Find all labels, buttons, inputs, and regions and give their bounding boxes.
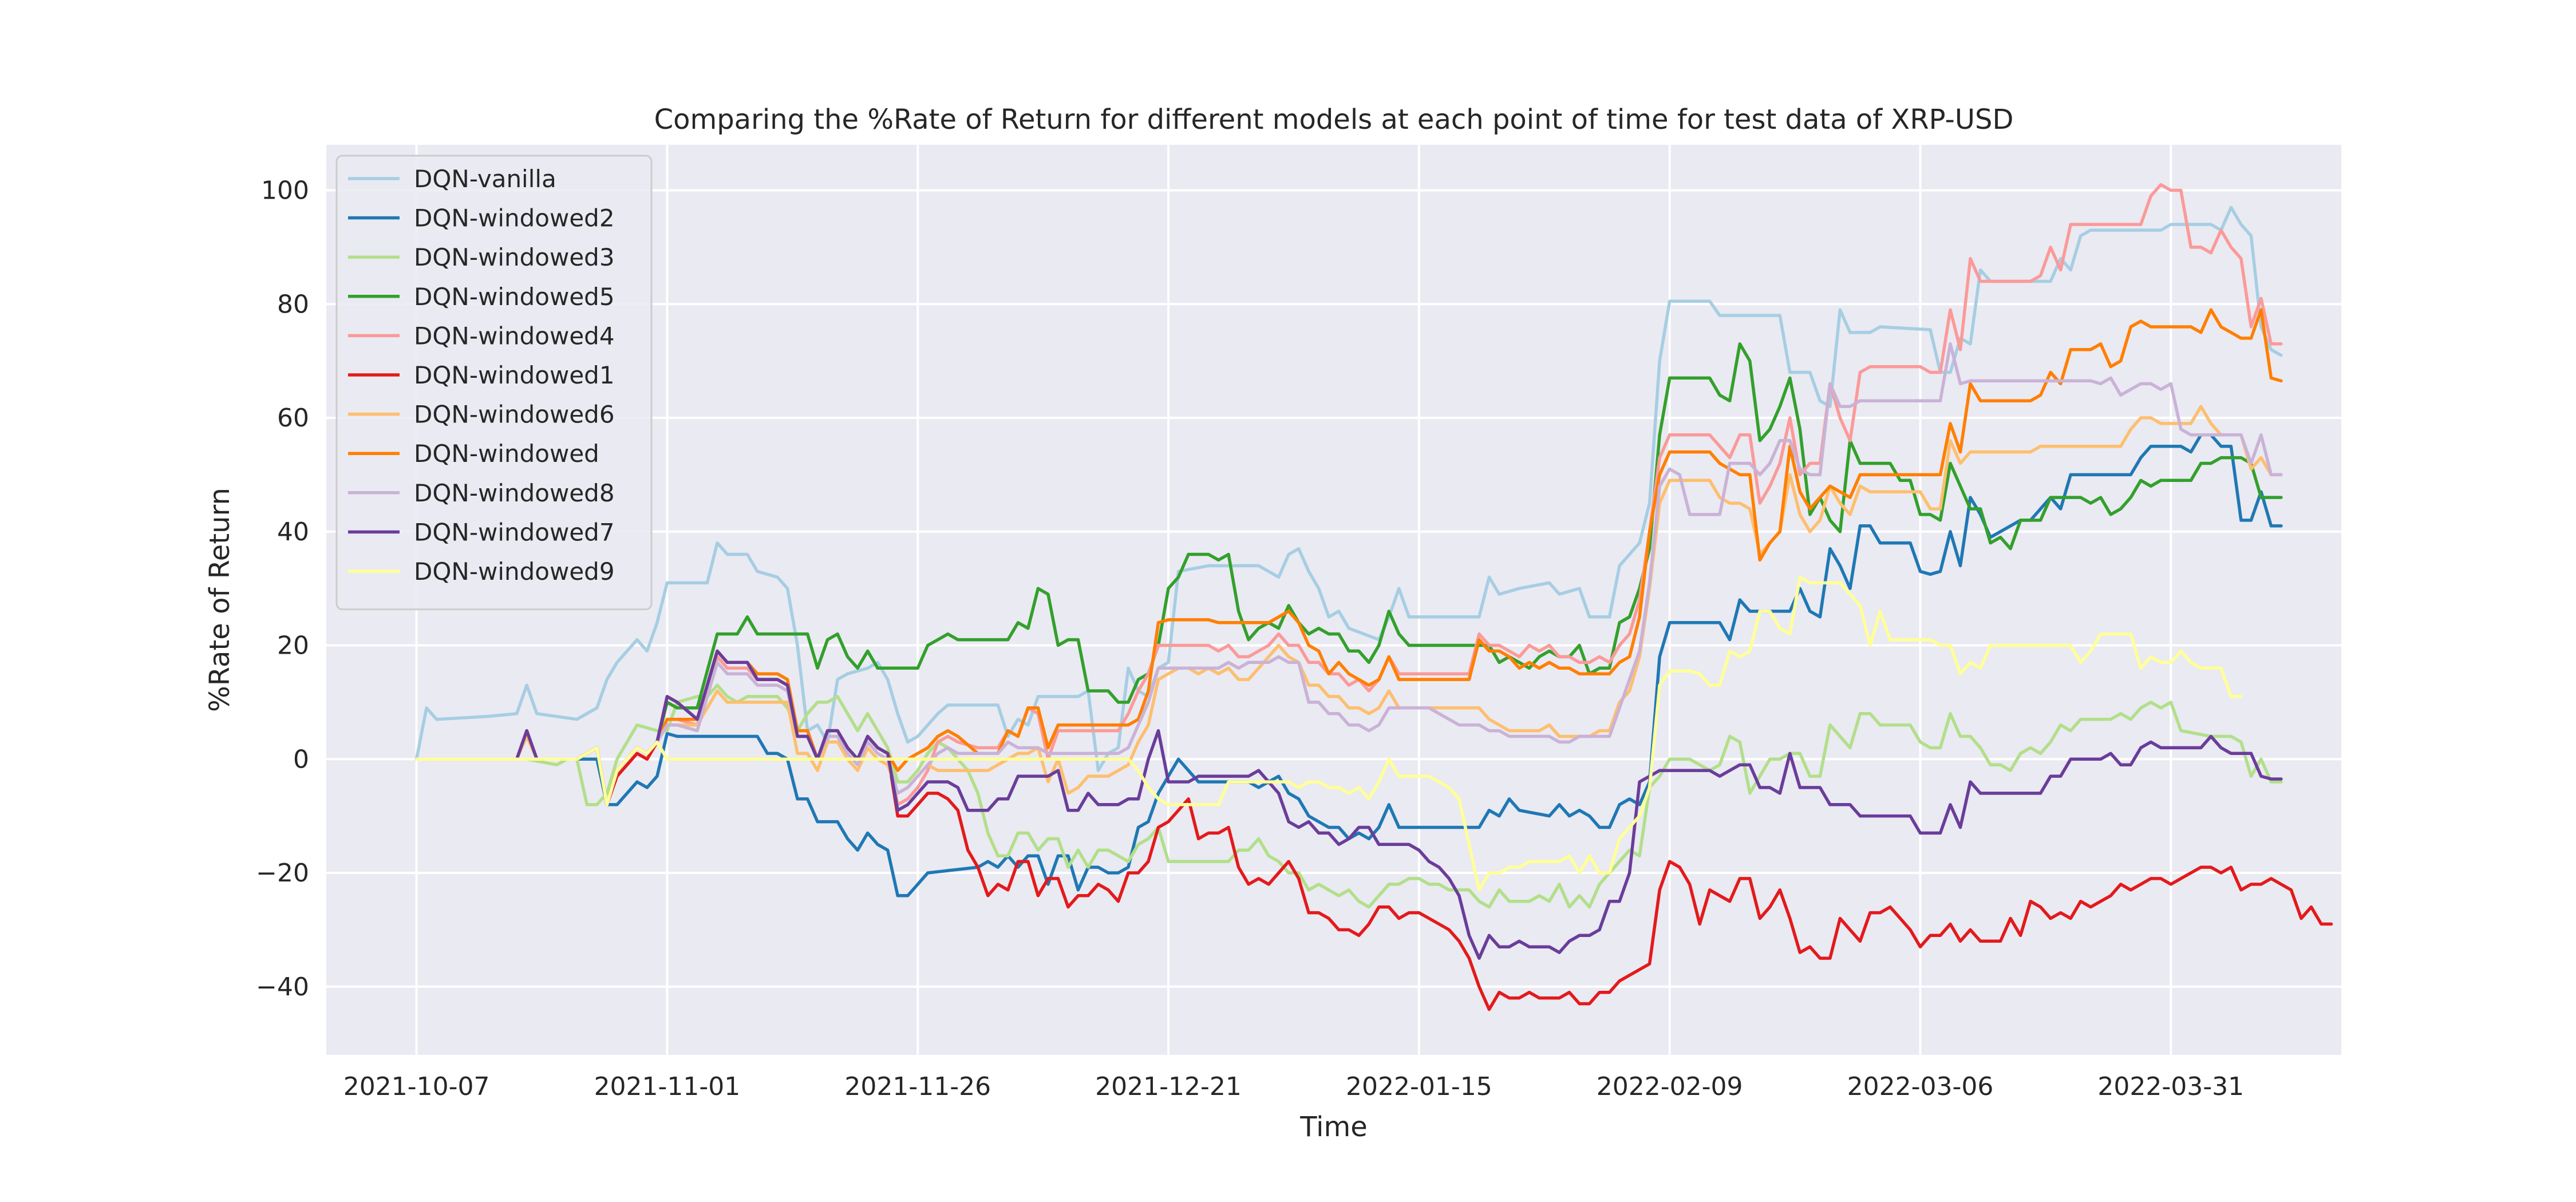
legend-box — [335, 155, 653, 611]
x-tick-label: 2021-10-07 — [343, 1072, 490, 1101]
series-line-dqn-windowed7 — [414, 649, 2283, 960]
y-tick-label: 40 — [277, 517, 309, 547]
series-line-dqn-windowed6 — [414, 405, 2283, 806]
legend-entry: DQN-windowed4 — [414, 322, 615, 350]
legend-entry: DQN-vanilla — [414, 165, 556, 193]
y-axis-label: %Rate of Return — [204, 488, 236, 712]
x-tick-label: 2022-02-09 — [1597, 1072, 1743, 1101]
series-line-dqn-windowed9 — [414, 575, 2243, 892]
x-tick-label: 2021-11-26 — [844, 1072, 991, 1101]
series-lines — [414, 183, 2333, 1011]
legend-entry: DQN-windowed5 — [414, 283, 615, 311]
series-line-dqn-windowed5 — [414, 342, 2283, 806]
legend-entry: DQN-windowed6 — [414, 401, 615, 429]
y-tick-label: −20 — [256, 859, 309, 888]
legend-entry: DQN-windowed9 — [414, 557, 615, 586]
x-tick-label: 2021-11-01 — [594, 1072, 741, 1101]
series-line-dqn-windowed3 — [414, 683, 2283, 909]
y-tick-label: 80 — [277, 290, 309, 319]
x-tick-label: 2021-12-21 — [1095, 1072, 1242, 1101]
legend-entry: DQN-windowed8 — [414, 479, 615, 507]
legend: DQN-vanilla DQN-windowed2 DQN-windowed3 DQN… — [335, 155, 653, 611]
x-tick-label: 2022-01-15 — [1346, 1072, 1492, 1101]
legend-entry: DQN-windowed1 — [414, 361, 615, 389]
legend-entry: DQN-windowed7 — [414, 518, 615, 546]
tick-labels: −40 −20 0 20 40 60 80 100 2021-10-07 2021-11-01 20… — [256, 176, 2244, 1102]
legend-entry: DQN-windowed3 — [414, 243, 615, 271]
legend-entry: DQN-windowed — [414, 440, 599, 468]
y-tick-label: 0 — [293, 745, 309, 774]
x-axis-label: Time — [1299, 1111, 1367, 1143]
y-tick-label: 100 — [261, 176, 309, 205]
y-tick-label: 20 — [277, 631, 309, 661]
legend-entry: DQN-windowed2 — [414, 204, 615, 232]
y-tick-label: −40 — [256, 972, 309, 1002]
x-tick-label: 2022-03-06 — [1847, 1072, 1994, 1101]
chart-title: Comparing the %Rate of Return for differ… — [654, 104, 2014, 136]
x-tick-label: 2022-03-31 — [2097, 1072, 2244, 1101]
y-tick-label: 60 — [277, 404, 309, 433]
